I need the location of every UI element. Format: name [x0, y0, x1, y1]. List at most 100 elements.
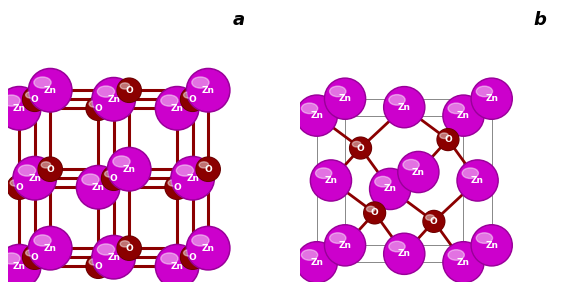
Ellipse shape: [0, 88, 40, 129]
Ellipse shape: [182, 88, 204, 111]
Ellipse shape: [29, 226, 72, 270]
Text: Zn: Zn: [398, 249, 411, 258]
Ellipse shape: [350, 138, 371, 158]
Ellipse shape: [168, 180, 178, 186]
Ellipse shape: [157, 88, 197, 129]
Ellipse shape: [26, 92, 35, 98]
Ellipse shape: [462, 168, 478, 179]
Ellipse shape: [3, 95, 20, 106]
Ellipse shape: [448, 103, 464, 114]
Text: O: O: [189, 253, 196, 262]
Ellipse shape: [471, 78, 512, 119]
Ellipse shape: [183, 250, 193, 256]
Ellipse shape: [197, 158, 220, 180]
Ellipse shape: [98, 86, 114, 97]
Ellipse shape: [443, 95, 484, 136]
Ellipse shape: [93, 79, 134, 120]
Ellipse shape: [472, 226, 511, 265]
Ellipse shape: [458, 161, 497, 200]
Ellipse shape: [423, 210, 445, 232]
Ellipse shape: [476, 86, 492, 97]
Ellipse shape: [176, 165, 193, 176]
Ellipse shape: [370, 168, 411, 210]
Ellipse shape: [89, 101, 99, 107]
Ellipse shape: [0, 244, 41, 282]
Ellipse shape: [438, 129, 458, 150]
Ellipse shape: [118, 79, 141, 102]
Ellipse shape: [3, 253, 20, 264]
Ellipse shape: [30, 228, 71, 268]
Ellipse shape: [92, 235, 135, 279]
Text: Zn: Zn: [186, 174, 199, 183]
Ellipse shape: [23, 88, 46, 111]
Ellipse shape: [180, 245, 205, 269]
Ellipse shape: [186, 69, 230, 112]
Ellipse shape: [384, 87, 425, 128]
Ellipse shape: [41, 162, 51, 168]
Ellipse shape: [10, 180, 20, 186]
Text: Zn: Zn: [339, 241, 352, 250]
Text: Zn: Zn: [412, 168, 425, 177]
Ellipse shape: [120, 241, 130, 247]
Text: O: O: [189, 95, 196, 104]
Ellipse shape: [155, 244, 199, 282]
Text: O: O: [173, 183, 181, 192]
Ellipse shape: [444, 243, 482, 281]
Text: O: O: [357, 144, 364, 153]
Ellipse shape: [92, 78, 135, 121]
Ellipse shape: [389, 241, 405, 252]
Ellipse shape: [180, 87, 205, 111]
Ellipse shape: [39, 158, 61, 180]
Ellipse shape: [38, 157, 62, 181]
Ellipse shape: [301, 250, 318, 260]
Ellipse shape: [98, 244, 114, 255]
Ellipse shape: [385, 88, 423, 126]
Ellipse shape: [315, 168, 332, 179]
Ellipse shape: [34, 77, 51, 88]
Ellipse shape: [329, 86, 346, 97]
Ellipse shape: [0, 246, 40, 282]
Ellipse shape: [93, 237, 134, 277]
Text: O: O: [371, 208, 378, 217]
Text: Zn: Zn: [171, 262, 183, 271]
Ellipse shape: [326, 226, 364, 265]
Text: Zn: Zn: [44, 244, 57, 253]
Ellipse shape: [476, 233, 492, 243]
Ellipse shape: [426, 215, 434, 220]
Text: Zn: Zn: [123, 165, 135, 174]
Text: a: a: [233, 11, 245, 29]
Ellipse shape: [385, 235, 423, 273]
Ellipse shape: [186, 226, 230, 270]
Ellipse shape: [34, 235, 51, 246]
Ellipse shape: [298, 243, 336, 281]
Ellipse shape: [166, 176, 189, 199]
Text: O: O: [31, 95, 39, 104]
Ellipse shape: [8, 176, 30, 199]
Ellipse shape: [384, 233, 425, 274]
Text: O: O: [15, 183, 23, 192]
Ellipse shape: [183, 92, 193, 98]
Ellipse shape: [15, 158, 55, 199]
Ellipse shape: [399, 153, 437, 191]
Ellipse shape: [29, 69, 72, 112]
Ellipse shape: [471, 225, 512, 266]
Ellipse shape: [23, 87, 47, 111]
Ellipse shape: [296, 242, 338, 282]
Text: O: O: [444, 135, 452, 144]
Ellipse shape: [107, 147, 151, 191]
Text: Zn: Zn: [201, 244, 215, 253]
Text: O: O: [204, 165, 212, 174]
Text: b: b: [533, 11, 546, 29]
Text: Zn: Zn: [107, 95, 120, 104]
Ellipse shape: [364, 202, 385, 224]
Ellipse shape: [120, 83, 130, 89]
Text: Zn: Zn: [171, 104, 183, 113]
Ellipse shape: [457, 160, 498, 201]
Ellipse shape: [78, 167, 119, 208]
Ellipse shape: [161, 253, 178, 264]
Ellipse shape: [296, 95, 338, 136]
Ellipse shape: [350, 137, 371, 159]
Ellipse shape: [157, 246, 197, 282]
Ellipse shape: [192, 235, 209, 246]
Ellipse shape: [165, 175, 189, 199]
